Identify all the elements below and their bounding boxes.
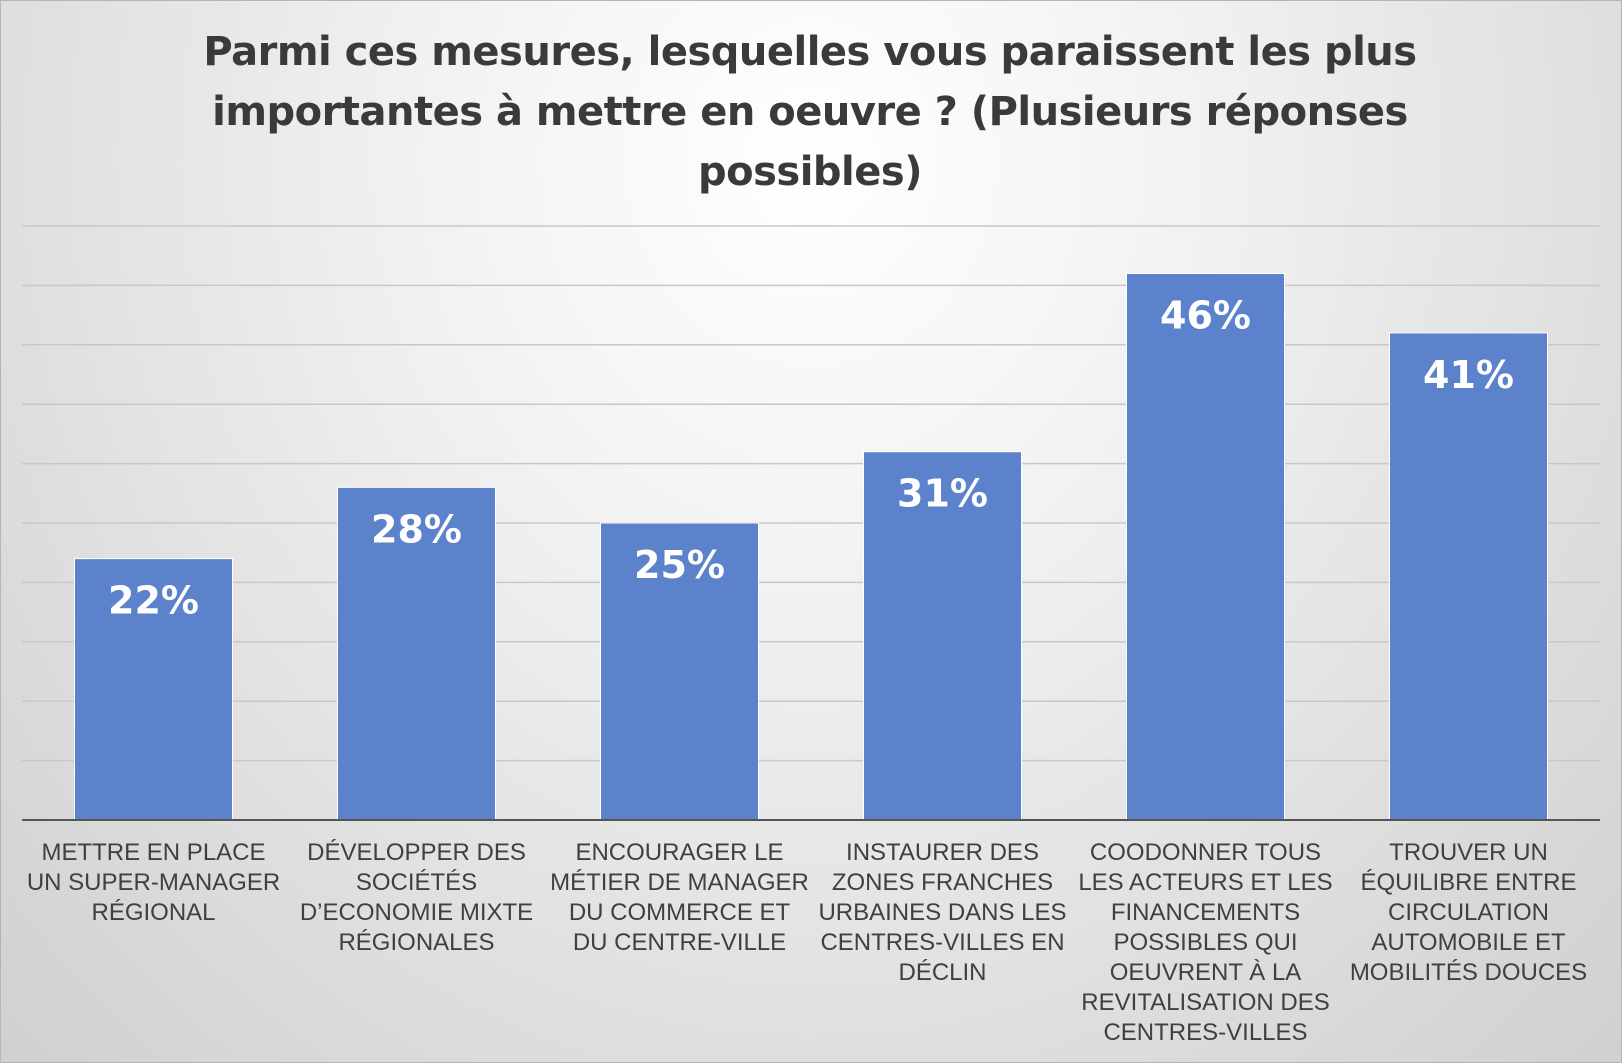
chart-title: Parmi ces mesures, lesquelles vous parai…: [203, 29, 1417, 195]
category-label: DÉVELOPPER DES SOCIÉTÉS D’ECONOMIE MIXTE…: [299, 839, 534, 956]
category-label: ENCOURAGER LE MÉTIER DE MANAGER DU COMME…: [550, 839, 809, 956]
data-label: 31%: [897, 472, 988, 516]
data-label: 41%: [1423, 353, 1514, 397]
bar: [337, 486, 496, 821]
bar: [600, 522, 759, 821]
category-label: COODONNER TOUS LES ACTEURS ET LES FINANC…: [1078, 839, 1333, 1046]
category-label: METTRE EN PLACE UN SUPER-MANAGER RÉGIONA…: [26, 839, 281, 926]
category-label: TROUVER UN ÉQUILIBRE ENTRE CIRCULATION A…: [1349, 839, 1588, 986]
category-label: INSTAURER DES ZONES FRANCHES URBAINES DA…: [818, 839, 1067, 986]
data-label: 28%: [371, 507, 462, 551]
bar: [1126, 273, 1285, 821]
bar: [863, 451, 1022, 821]
data-label: 25%: [634, 543, 725, 587]
data-label: 46%: [1160, 294, 1251, 338]
bar: [1389, 332, 1548, 821]
data-label: 22%: [108, 579, 199, 623]
